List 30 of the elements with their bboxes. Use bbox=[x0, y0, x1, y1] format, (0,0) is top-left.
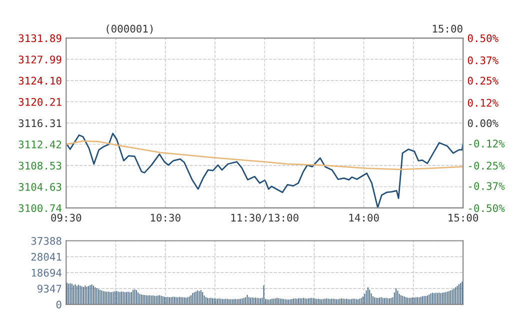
y-tick-label: 3127.99 bbox=[18, 56, 62, 64]
x-tick-label: 11:30/13:00 bbox=[231, 214, 298, 222]
text: 0.00% bbox=[468, 119, 498, 128]
chart-title: (000001) bbox=[106, 24, 153, 34]
y-tick-label: 3116.31 bbox=[18, 119, 62, 128]
y-tick-label: 3131.89 bbox=[18, 34, 62, 42]
y-tick-label: 9347 bbox=[38, 284, 62, 293]
x-tick-label: 14:00 bbox=[349, 214, 379, 222]
x-tick-label: 15:00 bbox=[448, 214, 478, 222]
x-tick-label: 09:30 bbox=[51, 214, 82, 222]
text: 0.37% bbox=[468, 56, 498, 64]
y-tick-label: 3100.74 bbox=[18, 204, 62, 212]
text: 15:00 bbox=[432, 24, 462, 33]
y-tick-label: 37388 bbox=[31, 237, 62, 245]
text: -0.37% bbox=[469, 182, 505, 190]
y-tick-label: 18694 bbox=[32, 268, 62, 277]
text: 0.50% bbox=[468, 34, 498, 42]
text: -0.50% bbox=[469, 204, 505, 212]
y-tick-label: 3112.42 bbox=[18, 140, 62, 148]
text: -0.12% bbox=[469, 140, 505, 148]
y-tick-label: 3108.53 bbox=[18, 162, 62, 170]
y-tick-label: 3120.21 bbox=[18, 98, 62, 106]
y-tick-label: 3124.10 bbox=[18, 76, 62, 85]
y-tick-label: 0 bbox=[56, 300, 62, 309]
y-tick-label: 28041 bbox=[31, 252, 62, 261]
y-tick-label: 3104.63 bbox=[18, 182, 62, 191]
x-tick-label: 10:30 bbox=[150, 214, 180, 222]
text: -0.25% bbox=[469, 162, 505, 170]
text: 0.12% bbox=[468, 98, 498, 107]
text: 0.25% bbox=[468, 76, 498, 85]
